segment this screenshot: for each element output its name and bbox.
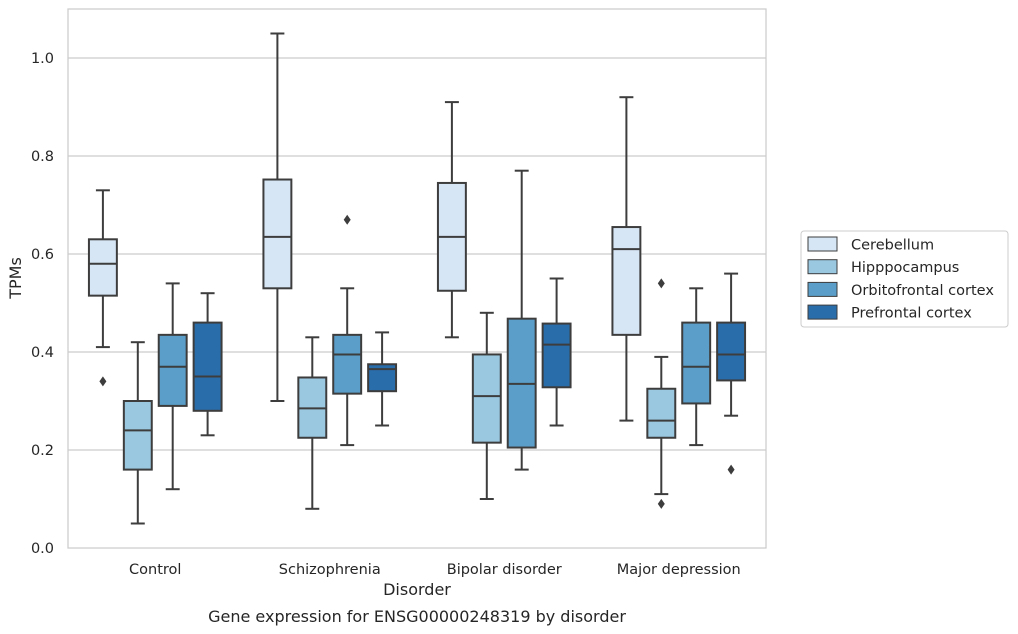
box-group: [297, 336, 328, 510]
box-group: [192, 292, 223, 437]
box-group: [541, 277, 572, 427]
box-group: [611, 96, 642, 422]
box-group: [436, 101, 467, 339]
outlier-point: [657, 498, 665, 509]
box-group: [646, 278, 677, 509]
series-orbitofrontal-cortex: [157, 169, 712, 491]
legend-label: Prefrontal cortex: [851, 306, 972, 322]
outlier-point: [343, 214, 351, 225]
box-group: [87, 189, 118, 387]
outlier-point: [99, 376, 107, 387]
box-group: [332, 214, 363, 447]
series-prefrontal-cortex: [192, 272, 747, 475]
figure-caption: Gene expression for ENSG00000248319 by d…: [208, 607, 626, 626]
box: [262, 178, 293, 290]
box: [122, 400, 153, 471]
x-tick-label: Major depression: [617, 562, 741, 578]
x-tick-label: Schizophrenia: [279, 562, 381, 578]
legend-label: Hipppocampus: [851, 260, 959, 276]
legend: Cerebellum Hipppocampus Orbitofrontal cort…: [800, 230, 1009, 328]
plot-frame: [67, 8, 767, 549]
y-tick-label: 1.0: [31, 51, 54, 67]
box: [471, 353, 502, 444]
legend-swatch: [807, 236, 838, 252]
box: [157, 333, 188, 407]
x-tick-label: Control: [129, 562, 181, 578]
box: [611, 226, 642, 336]
box: [681, 321, 712, 405]
x-tick-label: Bipolar disorder: [447, 562, 562, 578]
outlier-point: [657, 278, 665, 289]
box: [87, 238, 118, 297]
x-tick-labels: Control Schizophrenia Bipolar disorder Majo…: [129, 562, 741, 578]
box-group: [716, 272, 747, 475]
box-group: [506, 169, 537, 471]
y-tick-label: 0.2: [31, 443, 54, 459]
box-group: [122, 341, 153, 525]
box: [332, 333, 363, 395]
box-group: [471, 311, 502, 500]
box: [192, 321, 223, 412]
legend-swatch: [807, 304, 838, 320]
y-tick-label: 0.6: [31, 247, 54, 263]
y-axis-title: TPMs: [6, 257, 25, 300]
box-group: [262, 32, 293, 402]
y-tick-label: 0.0: [31, 541, 54, 557]
series-cerebellum: [87, 32, 642, 422]
y-tick-label: 0.4: [31, 345, 54, 361]
legend-swatch: [807, 281, 838, 297]
box: [541, 322, 572, 389]
legend-label: Orbitofrontal cortex: [851, 283, 994, 299]
legend-swatch: [807, 259, 838, 275]
outlier-point: [727, 464, 735, 475]
legend-label: Cerebellum: [851, 238, 934, 254]
x-axis-title: Disorder: [383, 580, 451, 599]
box-plot-series: [87, 32, 747, 525]
box-group: [367, 331, 398, 427]
series-hipppocampus: [122, 278, 677, 525]
box: [716, 321, 747, 382]
box-group: [157, 282, 188, 491]
box: [646, 387, 677, 439]
y-tick-label: 0.8: [31, 149, 54, 165]
y-tick-labels: 0.0 0.2 0.4 0.6 0.8 1.0: [31, 51, 54, 557]
box-group: [681, 287, 712, 447]
legend-frame: [800, 230, 1009, 328]
